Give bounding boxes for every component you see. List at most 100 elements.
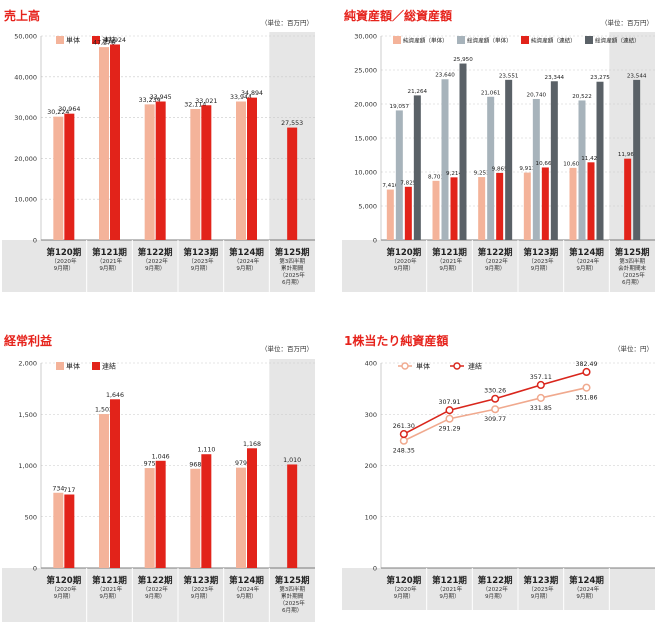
x-category-sublabel: （2020年: [51, 257, 77, 265]
x-category-sublabel: （2024年: [574, 585, 600, 593]
y-tick-label: 300: [365, 411, 377, 419]
unit-label: （単位：百万円）: [601, 18, 653, 27]
line-point: [582, 367, 591, 377]
y-tick-label: 5,000: [358, 203, 377, 211]
x-category-label: 第124期: [569, 575, 604, 586]
bar-ordinary_profit: [236, 467, 246, 568]
data-label: 307.91: [438, 399, 460, 406]
data-label: 1,168: [243, 441, 261, 448]
bar-equity: [596, 81, 604, 240]
bar-equity: [496, 172, 504, 240]
legend-label: 純資産額（単体）: [403, 37, 448, 45]
x-category-label: 第121期: [432, 575, 467, 586]
x-category-sublabel: 9月期）: [439, 265, 459, 272]
y-tick-label: 200: [365, 462, 377, 470]
data-label: 357.11: [530, 374, 552, 381]
chart-ordinary_profit: 経常利益（単位：百万円）05001,0001,5002,000第120期（202…: [2, 333, 315, 622]
bar-ordinary_profit: [64, 494, 75, 568]
legend-swatch: [56, 36, 64, 44]
legend-label: 単体: [66, 362, 80, 371]
line-point: [536, 393, 545, 402]
legend-swatch: [92, 362, 100, 370]
x-category-label: 第123期: [183, 575, 218, 586]
data-label: 382.49: [575, 361, 597, 368]
chart-title: 1株当たり純資産額: [344, 333, 448, 348]
line-point: [445, 406, 454, 415]
x-category-sublabel: （2025年: [279, 599, 305, 607]
bar-equity: [523, 172, 531, 240]
legend-label: 単体: [66, 36, 80, 45]
data-label: 23,344: [545, 75, 565, 81]
data-label: 1,502: [95, 407, 113, 414]
line-point: [536, 380, 545, 390]
x-category-label: 第125期: [615, 247, 650, 258]
x-category-sublabel: 9月期）: [99, 265, 119, 272]
y-tick-label: 20,000: [354, 101, 377, 109]
data-label: 19,057: [390, 104, 410, 110]
x-category-sublabel: 9月期）: [531, 593, 551, 600]
x-category-sublabel: （2022年: [482, 257, 508, 265]
data-label: 261.30: [393, 423, 415, 430]
unit-label: （単位：百万円）: [261, 344, 313, 353]
x-category-sublabel: 9月期）: [576, 593, 596, 600]
legend-marker: [401, 362, 409, 370]
bar-sales: [247, 97, 257, 240]
data-label: 34,894: [241, 90, 263, 97]
x-category-sublabel: 9月期）: [531, 265, 551, 272]
data-label: 351.86: [575, 395, 597, 402]
bar-equity: [587, 162, 595, 240]
x-category-label: 第123期: [183, 247, 218, 258]
data-label: 9,911: [519, 166, 535, 172]
bar-equity: [441, 79, 449, 240]
data-label: 10,666: [536, 161, 556, 167]
x-category-sublabel: 9月期）: [145, 593, 165, 600]
y-tick-label: 0: [373, 565, 377, 573]
data-label: 10,609: [563, 161, 583, 167]
data-label: 1,010: [283, 457, 301, 464]
x-category-label: 第124期: [229, 575, 264, 586]
y-tick-label: 1,500: [18, 411, 37, 419]
x-category-label: 第120期: [46, 575, 81, 586]
line-point: [582, 383, 591, 392]
data-label: 25,950: [453, 57, 473, 63]
data-label: 968: [189, 461, 201, 468]
x-category-sublabel: （2020年: [391, 257, 417, 265]
x-category-sublabel: （2023年: [528, 585, 554, 593]
highlight-column: [609, 32, 655, 240]
line-point: [491, 394, 500, 403]
y-tick-label: 30,000: [354, 33, 377, 41]
bar-ordinary_profit: [247, 448, 257, 568]
bar-equity: [386, 189, 394, 240]
data-label: 23,551: [499, 73, 519, 79]
line-point: [491, 405, 500, 414]
bar-ordinary_profit: [155, 460, 166, 568]
bar-ordinary_profit: [287, 464, 298, 568]
x-category-sublabel: 6月期）: [282, 279, 302, 286]
y-tick-label: 500: [25, 513, 37, 521]
legend-label: 総資産額（単体）: [467, 37, 512, 45]
x-category-sublabel: 累計期間: [281, 592, 304, 600]
x-category-sublabel: 9月期）: [99, 593, 119, 600]
x-category-sublabel: （2022年: [142, 585, 168, 593]
category-band: [342, 240, 655, 292]
x-category-sublabel: 9月期）: [394, 265, 414, 272]
x-category-sublabel: （2022年: [142, 257, 168, 265]
category-band: [342, 568, 655, 610]
x-category-sublabel: 9月期）: [54, 593, 74, 600]
x-category-label: 第124期: [229, 247, 264, 258]
legend-label: 連結: [102, 36, 116, 45]
legend-label: 単体: [416, 362, 430, 371]
data-label: 47,276: [93, 40, 115, 47]
bar-sales: [236, 101, 246, 240]
category-band: [2, 568, 315, 622]
bar-equity: [505, 79, 513, 240]
x-category-sublabel: 9月期）: [145, 265, 165, 272]
y-tick-label: 0: [373, 237, 377, 245]
x-category-sublabel: 9月期）: [485, 265, 505, 272]
bar-sales: [64, 113, 75, 240]
legend-swatch: [585, 36, 593, 44]
chart-equity: 純資産額／総資産額 （単位：百万円） 0 5,000 10,000 15,000 20,00…: [342, 8, 655, 292]
data-label: 33,239: [139, 97, 161, 104]
x-category-sublabel: 9月期）: [439, 593, 459, 600]
y-tick-label: 40,000: [14, 73, 37, 81]
